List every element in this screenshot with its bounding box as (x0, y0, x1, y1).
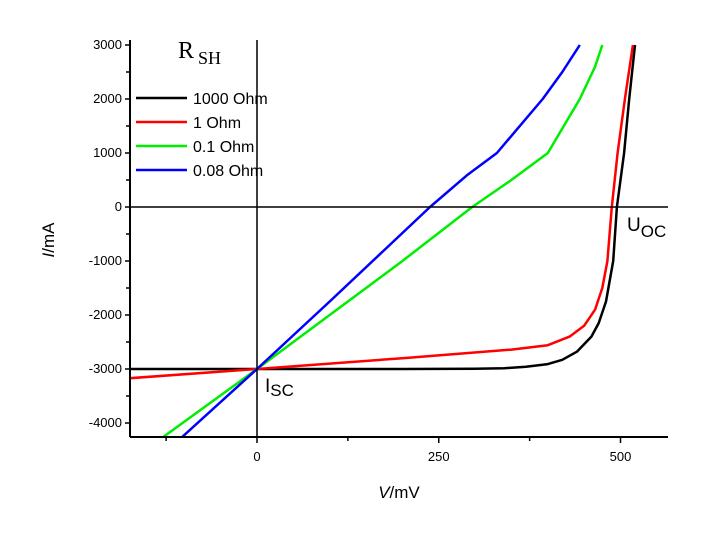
legend-title: R SH (178, 38, 221, 68)
series-line-3 (181, 44, 581, 437)
y-tick-label: 2000 (93, 91, 122, 106)
y-tick-label: 1000 (93, 145, 122, 160)
annotation-uoc: UOC (627, 215, 666, 241)
series-line-2 (162, 44, 604, 437)
legend-label-0: 1000 Ohm (193, 91, 268, 108)
series-line-1 (130, 44, 635, 380)
x-tick-label: 500 (610, 449, 632, 464)
series-line-0 (130, 44, 637, 371)
y-tick-label: 3000 (93, 37, 122, 52)
annotation-isc: ISC (265, 376, 294, 400)
ticks: 3000 2000 1000 0 -1000 -2000 -3000 -4000 0 250 500 (89, 37, 632, 464)
y-tick-label: -2000 (89, 307, 122, 322)
legend-label-2: 0.1 Ohm (193, 139, 254, 156)
legend-label-3: 0.08 Ohm (193, 163, 263, 180)
legend: 1000 Ohm 1 Ohm 0.1 Ohm 0.08 Ohm (136, 91, 268, 180)
axes (129, 40, 668, 438)
x-axis-label: V/mV (378, 483, 420, 502)
y-tick-label: -3000 (89, 361, 122, 376)
legend-label-1: 1 Ohm (193, 115, 241, 132)
y-tick-label: 0 (115, 199, 122, 214)
curves (130, 44, 637, 437)
x-tick-label: 250 (428, 449, 450, 464)
y-axis-label: I/mA (39, 222, 58, 258)
x-tick-label: 0 (253, 449, 260, 464)
y-tick-label: -1000 (89, 253, 122, 268)
y-tick-label: -4000 (89, 415, 122, 430)
